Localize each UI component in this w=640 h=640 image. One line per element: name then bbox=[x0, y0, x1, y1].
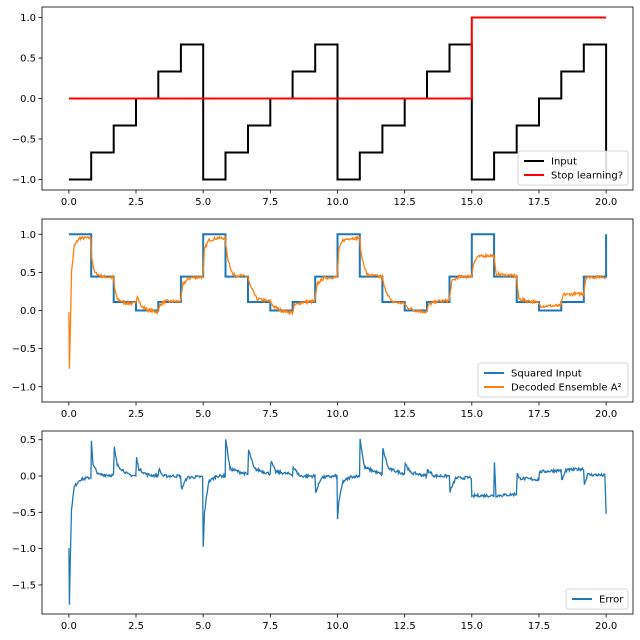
y-tick-label: 0.0 bbox=[20, 94, 36, 105]
x-tick-label: 15.0 bbox=[461, 409, 483, 420]
legend-label: Decoded Ensemble A² bbox=[511, 383, 622, 394]
x-tick-label: 15.0 bbox=[461, 621, 483, 632]
subplot-2: 0.0 2.5 5.0 7.5 10.0 12.5 15.0 17.5 20.0 −1.0 −0.5… bbox=[12, 218, 634, 420]
axes-frame bbox=[41, 430, 634, 615]
x-tick-label: 12.5 bbox=[394, 197, 416, 208]
x-tick-label: 20.0 bbox=[595, 409, 617, 420]
y-tick-label: −1.0 bbox=[12, 544, 36, 555]
series-line-input bbox=[68, 43, 608, 181]
y-tick-label: −0.5 bbox=[12, 508, 36, 519]
x-tick-label: 5.0 bbox=[195, 197, 211, 208]
x-tick-label: 10.0 bbox=[326, 409, 348, 420]
series-line-decoded-ensemble-a bbox=[68, 234, 607, 369]
x-tick-label: 10.0 bbox=[326, 621, 348, 632]
x-tick-label: 7.5 bbox=[262, 409, 278, 420]
legend-box bbox=[565, 588, 629, 610]
x-tick-label: 2.5 bbox=[128, 197, 144, 208]
plot-area bbox=[68, 16, 608, 181]
series-line-squared-input bbox=[68, 233, 608, 312]
x-tick-label: 7.5 bbox=[262, 197, 278, 208]
y-tick-label: 1.0 bbox=[20, 13, 36, 24]
x-tick-label: 15.0 bbox=[461, 197, 483, 208]
x-tick-label: 12.5 bbox=[394, 621, 416, 632]
y-tick-label: 1.0 bbox=[20, 230, 36, 241]
legend: Input Stop learning? bbox=[517, 150, 629, 186]
subplot-1: 0.0 2.5 5.0 7.5 10.0 12.5 15.0 17.5 20.0 −1.0 −0.5… bbox=[12, 6, 634, 208]
x-tick-label: 0.0 bbox=[61, 409, 77, 420]
legend-label: Error bbox=[599, 595, 624, 606]
subplot-3: 0.0 2.5 5.0 7.5 10.0 12.5 15.0 17.5 20.0 −1.5 −1.0… bbox=[12, 430, 634, 632]
legend-box bbox=[517, 150, 629, 186]
x-tick-label: 5.0 bbox=[195, 621, 211, 632]
legend: Error bbox=[565, 588, 629, 610]
legend-label: Squared Input bbox=[511, 369, 582, 380]
y-tick-label: 0.5 bbox=[20, 268, 36, 279]
x-tick-label: 2.5 bbox=[128, 621, 144, 632]
x-tick-label: 10.0 bbox=[326, 197, 348, 208]
legend-box bbox=[477, 362, 629, 398]
x-tick-label: 2.5 bbox=[128, 409, 144, 420]
x-tick-label: 0.0 bbox=[61, 621, 77, 632]
y-tick-label: 0.0 bbox=[20, 472, 36, 483]
x-tick-label: 17.5 bbox=[528, 197, 550, 208]
y-tick-label: 0.5 bbox=[20, 435, 36, 446]
x-tick-label: 12.5 bbox=[394, 409, 416, 420]
x-tick-label: 20.0 bbox=[595, 621, 617, 632]
y-tick-label: −0.5 bbox=[12, 134, 36, 145]
x-tick-label: 7.5 bbox=[262, 621, 278, 632]
y-tick-label: −1.0 bbox=[12, 175, 36, 186]
x-tick-label: 5.0 bbox=[195, 409, 211, 420]
legend: Squared Input Decoded Ensemble A² bbox=[477, 362, 629, 398]
y-tick-label: 0.0 bbox=[20, 306, 36, 317]
y-tick-label: −0.5 bbox=[12, 344, 36, 355]
y-tick-label: 0.5 bbox=[20, 54, 36, 65]
series-line-error bbox=[68, 438, 607, 605]
legend-label: Input bbox=[551, 157, 577, 168]
y-tick-label: −1.0 bbox=[12, 382, 36, 393]
x-tick-label: 20.0 bbox=[595, 197, 617, 208]
legend-label: Stop learning? bbox=[551, 171, 623, 182]
x-tick-label: 0.0 bbox=[61, 197, 77, 208]
plot-area bbox=[68, 233, 608, 369]
x-tick-label: 17.5 bbox=[528, 409, 550, 420]
y-tick-label: −1.5 bbox=[12, 580, 36, 591]
x-tick-label: 17.5 bbox=[528, 621, 550, 632]
series-line-stop-learning bbox=[68, 16, 607, 100]
plot-area bbox=[68, 438, 607, 605]
